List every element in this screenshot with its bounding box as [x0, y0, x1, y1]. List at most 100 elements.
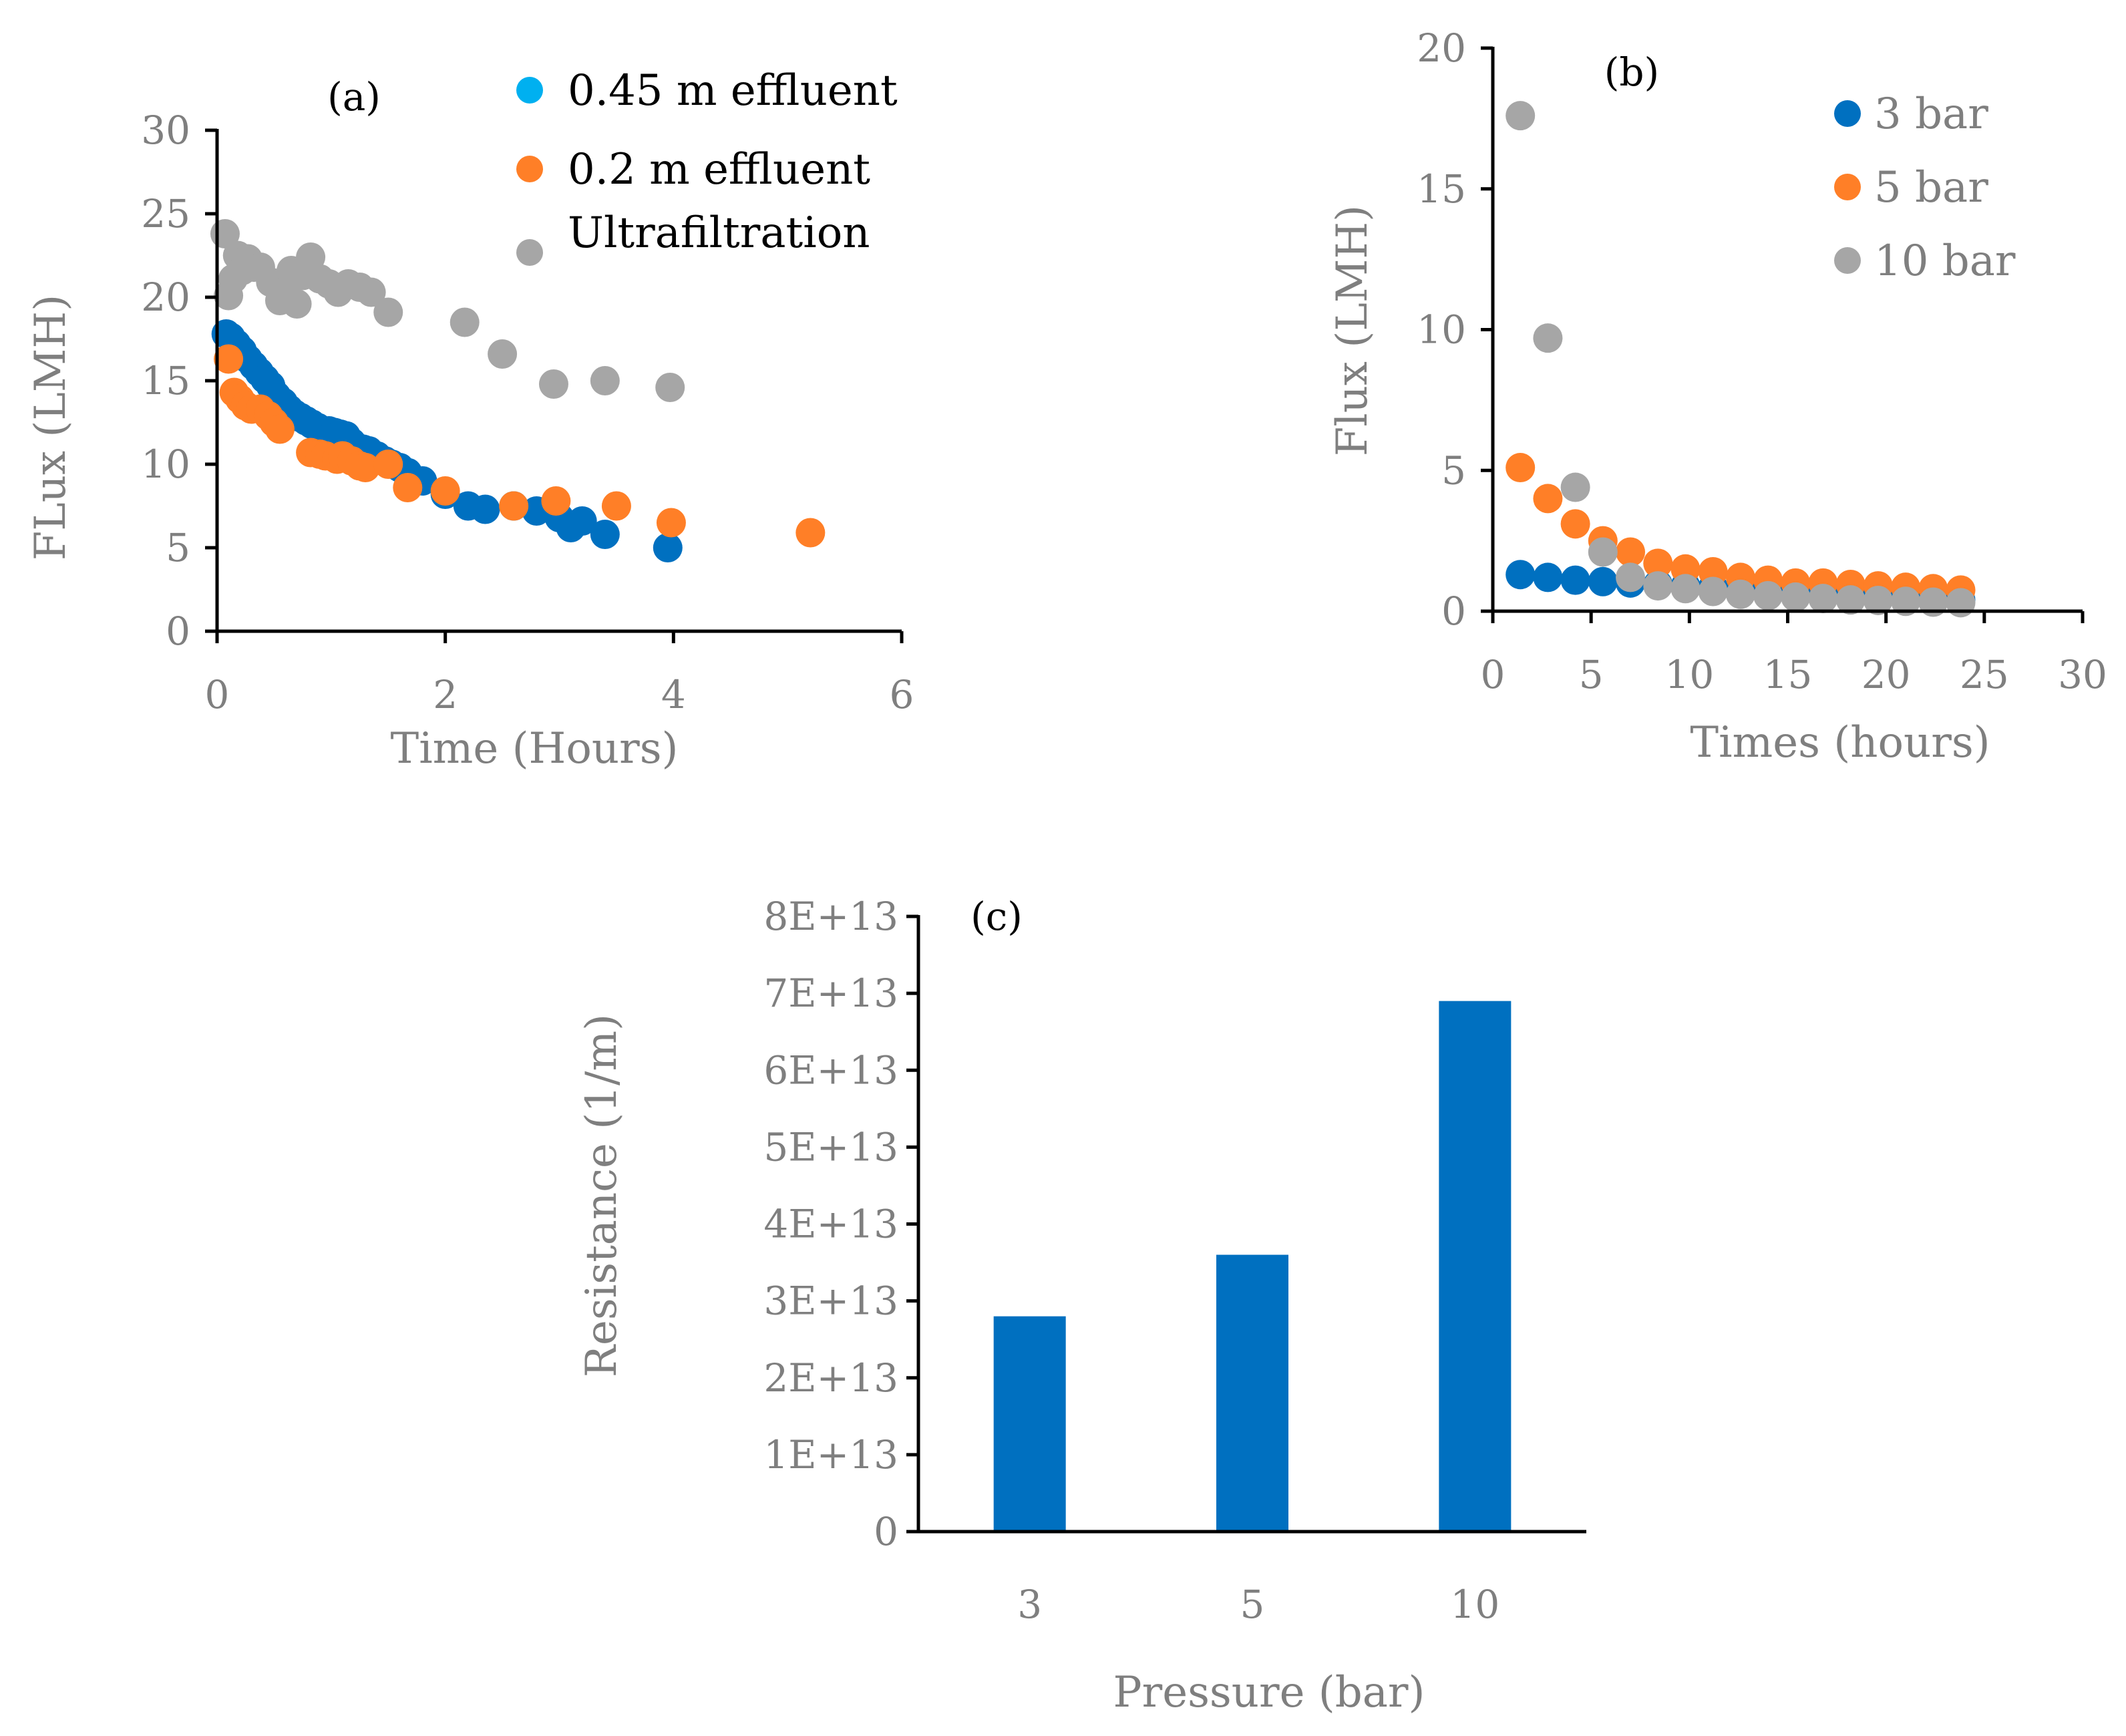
- point-5-bar: [1505, 453, 1536, 483]
- point-045m-effluent: [470, 494, 500, 524]
- panel-a-legend: 0.45 m effluent 0.2 m effluent Ultrafilt…: [516, 66, 898, 266]
- legend-marker-3-bar: [1834, 100, 1861, 127]
- legend-marker-10-bar: [1834, 247, 1861, 274]
- panel-b-x-tick-label: 5: [1579, 652, 1604, 697]
- panel-b-label: (b): [1604, 49, 1659, 95]
- point-10-bar: [1808, 584, 1838, 614]
- point-02m-effluent: [430, 476, 460, 506]
- bar-pressure-5: [1216, 1254, 1288, 1532]
- panel-b-x-tick-label: 0: [1481, 652, 1505, 697]
- panel-b-x-tick-label: 25: [1960, 652, 2009, 697]
- panel-b-data-points: [1505, 101, 1976, 618]
- point-ultrafiltration: [655, 373, 685, 402]
- point-5-bar: [1643, 548, 1673, 578]
- panel-c-y-tick-label: 2E+13: [763, 1355, 898, 1401]
- point-02m-effluent: [393, 473, 423, 502]
- point-10-bar: [1946, 588, 1976, 618]
- panel-a-y-tick-label: 0: [166, 609, 190, 654]
- panel-c-y-tick-label: 1E+13: [763, 1432, 898, 1478]
- point-045m-effluent: [653, 533, 683, 562]
- legend-label-ultrafiltration: Ultrafiltration: [568, 208, 870, 258]
- panel-c-x-tick-label: 3: [1017, 1582, 1042, 1627]
- point-10-bar: [1616, 562, 1646, 592]
- point-10-bar: [1753, 580, 1783, 611]
- point-ultrafiltration: [590, 366, 620, 395]
- point-ultrafiltration: [282, 289, 312, 319]
- panel-a-data-points: [210, 219, 826, 562]
- point-10-bar: [1781, 582, 1811, 612]
- point-02m-effluent: [795, 518, 826, 548]
- panel-b-x-tick-label: 30: [2058, 652, 2107, 697]
- point-ultrafiltration: [488, 339, 518, 369]
- legend-marker-ultrafiltration: [516, 239, 543, 266]
- point-3-bar: [1505, 560, 1536, 590]
- panel-b-x-tick-label: 10: [1664, 652, 1714, 697]
- bar-pressure-3: [993, 1316, 1066, 1532]
- legend-label-10-bar: 10 bar: [1874, 236, 2016, 286]
- panel-a-x-tick-label: 2: [433, 672, 458, 717]
- point-02m-effluent: [373, 450, 403, 479]
- panel-c-y-tick-label: 3E+13: [763, 1278, 898, 1324]
- point-3-bar: [1588, 566, 1618, 596]
- panel-c-x-tick-label: 10: [1450, 1582, 1499, 1627]
- panel-c-axes: 0 1E+13 2E+13 3E+13 4E+13 5E+13 6E+13 7E+13 8E+1…: [763, 894, 1586, 1627]
- point-ultrafiltration: [538, 369, 568, 399]
- panel-c-resistance-bar-chart: 0 1E+13 2E+13 3E+13 4E+13 5E+13 6E+13 7E+13 8E+1…: [577, 894, 1586, 1717]
- panel-c-y-tick-label: 6E+13: [763, 1047, 898, 1093]
- panel-a-y-tick-label: 20: [141, 275, 190, 320]
- legend-label-045m-effluent: 0.45 m effluent: [568, 66, 898, 116]
- point-02m-effluent: [264, 414, 295, 444]
- point-ultrafiltration: [373, 297, 403, 327]
- panel-b-y-axis-title: Flux (LMH): [1328, 205, 1377, 456]
- point-10-bar: [1643, 571, 1673, 601]
- point-045m-effluent: [567, 506, 597, 536]
- point-045m-effluent: [590, 520, 620, 549]
- bar-pressure-10: [1439, 1001, 1512, 1532]
- point-3-bar: [1533, 562, 1563, 592]
- point-02m-effluent: [351, 453, 381, 482]
- point-5-bar: [1533, 484, 1563, 514]
- legend-label-3-bar: 3 bar: [1874, 90, 1988, 139]
- panel-a-y-tick-label: 25: [141, 191, 190, 236]
- point-10-bar: [1533, 323, 1563, 353]
- panel-b-axes: 0 5 10 15 20 0 5 10 15 20 25 30: [1417, 25, 2107, 697]
- point-02m-effluent: [499, 491, 529, 521]
- legend-marker-02m-effluent: [516, 156, 543, 182]
- panel-a-x-tick-label: 0: [205, 672, 230, 717]
- panel-a-y-tick-label: 10: [141, 442, 190, 487]
- panel-b-x-axis-title: Times (hours): [1690, 718, 1990, 767]
- panel-b-y-tick-label: 5: [1441, 448, 1466, 493]
- panel-a-axes: 0 5 10 15 20 25 30 0 2 4 6: [141, 108, 914, 717]
- panel-a-x-axis-title: Time (Hours): [391, 724, 679, 773]
- point-ultrafiltration: [356, 277, 386, 307]
- panel-b-legend: 3 bar 5 bar 10 bar: [1834, 90, 2016, 286]
- point-10-bar: [1698, 576, 1728, 606]
- point-02m-effluent: [214, 344, 244, 374]
- panel-b-x-tick-label: 20: [1862, 652, 1911, 697]
- panel-c-y-tick-label: 8E+13: [763, 894, 898, 939]
- panel-c-y-tick-label: 5E+13: [763, 1124, 898, 1170]
- point-10-bar: [1588, 537, 1618, 567]
- panel-c-y-tick-label: 4E+13: [763, 1202, 898, 1247]
- point-5-bar: [1616, 537, 1646, 567]
- legend-marker-045m-effluent: [516, 77, 543, 104]
- panel-a-x-tick-label: 4: [661, 672, 686, 717]
- point-3-bar: [1560, 565, 1590, 595]
- panel-a-flux-vs-time: 0 5 10 15 20 25 30 0 2 4 6 (a) Time (Hours) FLux (…: [26, 66, 914, 773]
- legend-label-02m-effluent: 0.2 m effluent: [568, 145, 870, 194]
- panel-c-y-tick-label: 0: [874, 1509, 898, 1554]
- panel-b-y-tick-label: 20: [1417, 25, 1466, 71]
- panel-a-y-axis-title: FLux (LMH): [26, 295, 75, 560]
- point-10-bar: [1835, 585, 1866, 615]
- legend-marker-5-bar: [1834, 174, 1861, 200]
- point-10-bar: [1725, 579, 1755, 609]
- panel-b-flux-vs-pressure-time: 0 5 10 15 20 0 5 10 15 20 25 30 (b) Times (hours) F…: [1328, 25, 2107, 767]
- point-10-bar: [1505, 101, 1536, 131]
- panel-b-y-tick-label: 0: [1441, 588, 1466, 634]
- point-5-bar: [1560, 509, 1590, 539]
- point-10-bar: [1891, 586, 1921, 617]
- point-02m-effluent: [601, 491, 631, 521]
- point-10-bar: [1560, 472, 1590, 502]
- panel-c-y-axis-title: Resistance (1/m): [577, 1014, 627, 1377]
- legend-label-5-bar: 5 bar: [1874, 163, 1988, 212]
